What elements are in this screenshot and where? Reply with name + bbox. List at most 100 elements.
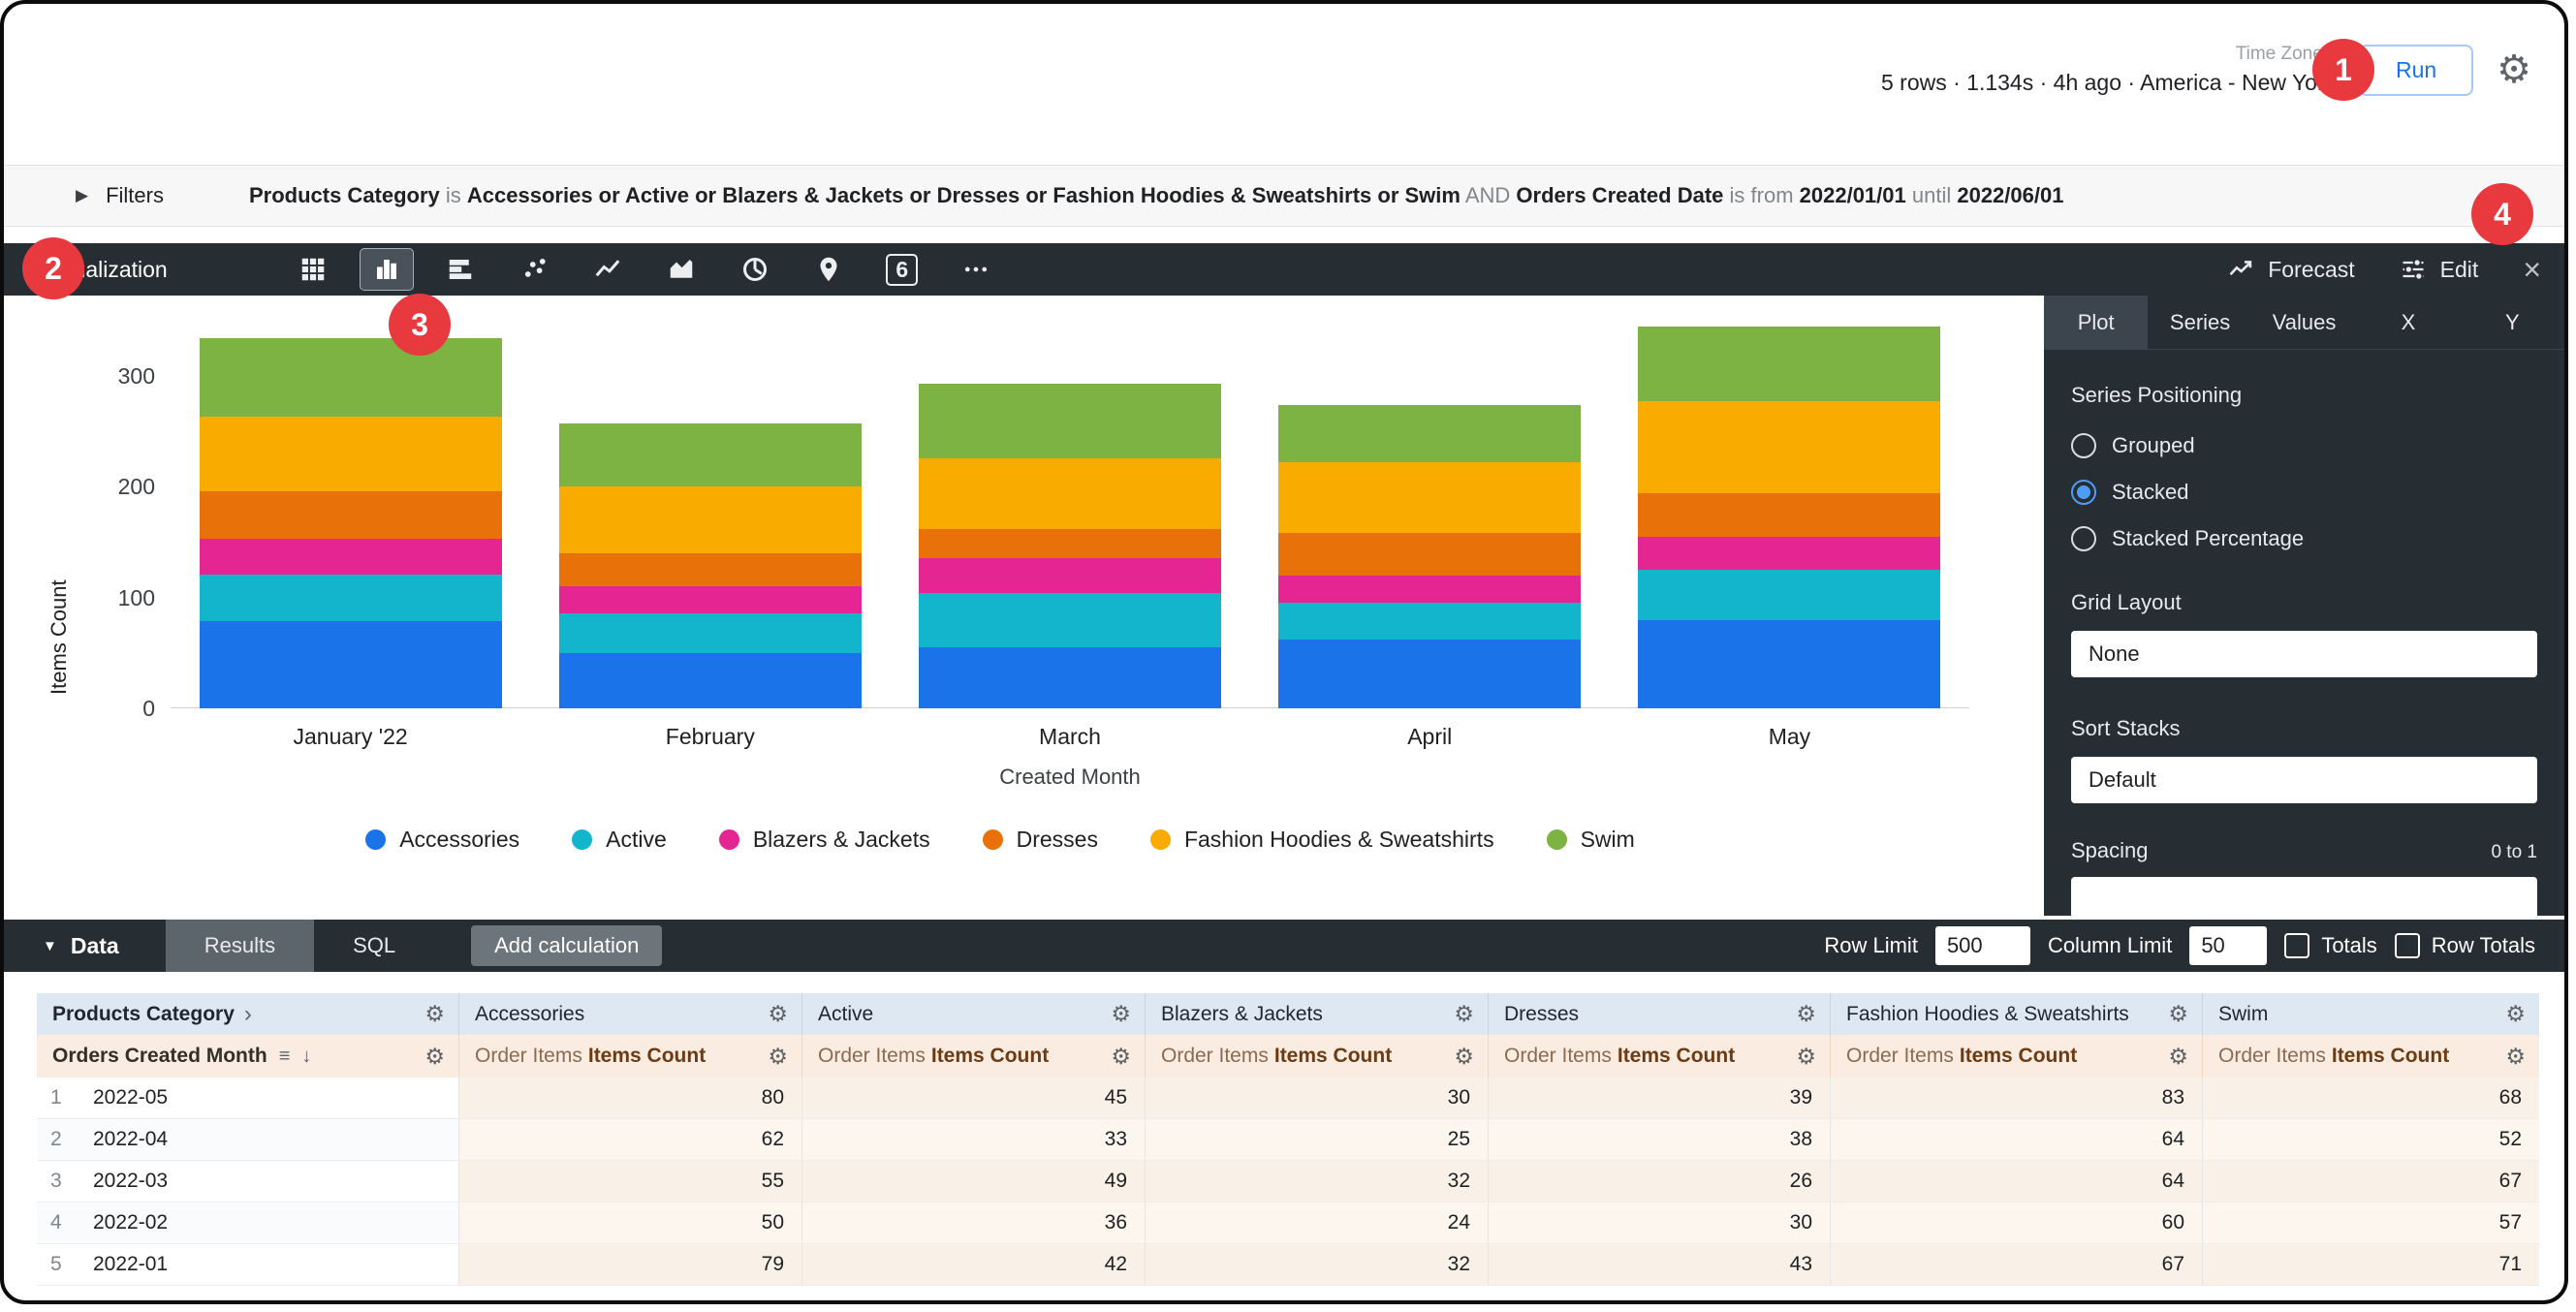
measure-cell[interactable]: 32 [1146, 1161, 1489, 1203]
measure-cell[interactable]: 45 [802, 1078, 1146, 1119]
measure-header-active[interactable]: Order Items Items Count ⚙ [802, 1035, 1146, 1078]
measure-cell[interactable]: 26 [1489, 1161, 1831, 1203]
bar-segment-dresses[interactable] [199, 491, 502, 540]
filters-expand-icon[interactable]: ▶ [76, 186, 89, 204]
column-limit-input[interactable] [2189, 926, 2268, 965]
measure-cell[interactable]: 30 [1489, 1203, 1831, 1244]
bar-segment-fashion-hoodies-sweatshirts[interactable] [199, 417, 502, 492]
radio-stacked[interactable]: Stacked [2071, 480, 2537, 505]
measure-cell[interactable]: 71 [2203, 1244, 2539, 1286]
measure-cell[interactable]: 36 [802, 1203, 1146, 1244]
bar-segment-active[interactable] [199, 574, 502, 621]
gear-icon[interactable]: ⚙ [1796, 1043, 1816, 1069]
bar-segment-fashion-hoodies-sweatshirts[interactable] [919, 457, 1221, 529]
sort-stacks-select[interactable]: Default [2071, 757, 2537, 803]
gear-icon[interactable]: ⚙ [1111, 1001, 1131, 1026]
bar-segment-swim[interactable] [1278, 404, 1582, 463]
bar-segment-blazers-jackets[interactable] [199, 539, 502, 575]
bar-segment-dresses[interactable] [1638, 493, 1941, 537]
measure-header-blazers-jackets[interactable]: Order Items Items Count ⚙ [1146, 1035, 1489, 1078]
measure-cell[interactable]: 80 [459, 1078, 802, 1119]
measure-cell[interactable]: 52 [2203, 1119, 2539, 1161]
measure-cell[interactable]: 38 [1489, 1119, 1831, 1161]
edit-button[interactable]: Edit [2400, 256, 2478, 283]
radio-stacked-percentage[interactable]: Stacked Percentage [2071, 526, 2537, 551]
map-icon[interactable] [801, 248, 856, 291]
radio-grouped[interactable]: Grouped [2071, 433, 2537, 458]
measure-cell[interactable]: 50 [459, 1203, 802, 1244]
subheader-orders-created-month[interactable]: Orders Created Month ≡ ↓ ⚙ [37, 1035, 459, 1078]
time-zone-control[interactable]: Time Zone ▾ [1881, 44, 2336, 65]
measure-cell[interactable]: 32 [1146, 1244, 1489, 1286]
table-icon[interactable] [286, 248, 340, 291]
bar-segment-swim[interactable] [558, 423, 862, 487]
data-section-toggle[interactable]: ▼ Data [43, 933, 119, 959]
bar-segment-accessories[interactable] [199, 620, 502, 708]
bar-chart-icon[interactable] [433, 248, 487, 291]
bar-segment-swim[interactable] [1638, 326, 1941, 402]
legend-item-active[interactable]: Active [572, 827, 667, 853]
bar-segment-blazers-jackets[interactable] [1638, 536, 1941, 571]
measure-header-dresses[interactable]: Order Items Items Count ⚙ [1489, 1035, 1831, 1078]
panel-tab-values[interactable]: Values [2272, 309, 2337, 334]
measure-cell[interactable]: 49 [802, 1161, 1146, 1203]
measure-cell[interactable]: 24 [1146, 1203, 1489, 1244]
measure-cell[interactable]: 39 [1489, 1078, 1831, 1119]
settings-gear-icon[interactable]: ⚙ [2497, 48, 2531, 91]
add-calculation-button[interactable]: Add calculation [471, 925, 663, 966]
data-tab-results[interactable]: Results [165, 920, 315, 972]
filters-title[interactable]: Filters [106, 183, 164, 207]
measure-cell[interactable]: 25 [1146, 1119, 1489, 1161]
bar-segment-active[interactable] [558, 612, 862, 653]
gear-icon[interactable]: ⚙ [768, 1043, 788, 1069]
legend-item-swim[interactable]: Swim [1546, 827, 1635, 853]
measure-header-swim[interactable]: Order Items Items Count ⚙ [2203, 1035, 2539, 1078]
bar-segment-blazers-jackets[interactable] [1278, 575, 1582, 604]
gear-icon[interactable]: ⚙ [1454, 1043, 1474, 1069]
column-header-products-category[interactable]: Products Category › ⚙ [37, 993, 459, 1035]
column-header-active[interactable]: Active ⚙ [802, 993, 1146, 1035]
gear-icon[interactable]: ⚙ [2505, 1001, 2526, 1026]
column-header-accessories[interactable]: Accessories ⚙ [459, 993, 802, 1035]
bar-segment-swim[interactable] [199, 338, 502, 418]
pie-chart-icon[interactable] [728, 248, 782, 291]
gear-icon[interactable]: ⚙ [2168, 1001, 2188, 1026]
forecast-button[interactable]: Forecast [2227, 256, 2355, 283]
measure-cell[interactable]: 42 [802, 1244, 1146, 1286]
gear-icon[interactable]: ⚙ [424, 1001, 445, 1026]
measure-cell[interactable]: 67 [1831, 1244, 2203, 1286]
gear-icon[interactable]: ⚙ [2168, 1043, 2188, 1069]
legend-item-fashion-hoodies-sweatshirts[interactable]: Fashion Hoodies & Sweatshirts [1149, 827, 1494, 853]
gear-icon[interactable]: ⚙ [1111, 1043, 1131, 1069]
close-icon[interactable]: × [2523, 252, 2541, 287]
data-tab-sql[interactable]: SQL [353, 933, 396, 957]
gear-icon[interactable]: ⚙ [768, 1001, 788, 1026]
measure-cell[interactable]: 60 [1831, 1203, 2203, 1244]
column-header-blazers-jackets[interactable]: Blazers & Jackets ⚙ [1146, 993, 1489, 1035]
dimension-cell[interactable]: 2022-04 [78, 1119, 459, 1161]
run-button[interactable]: Run [2359, 44, 2474, 96]
panel-tab-plot[interactable]: Plot [2044, 296, 2149, 349]
column-header-swim[interactable]: Swim ⚙ [2203, 993, 2539, 1035]
bar-segment-dresses[interactable] [919, 528, 1221, 558]
measure-header-fashion-hoodies-sweatshirts[interactable]: Order Items Items Count ⚙ [1831, 1035, 2203, 1078]
measure-cell[interactable]: 64 [1831, 1161, 2203, 1203]
row-limit-input[interactable] [1934, 926, 2030, 965]
panel-tab-y[interactable]: Y [2504, 309, 2520, 334]
bar-segment-dresses[interactable] [558, 553, 862, 587]
bar-segment-fashion-hoodies-sweatshirts[interactable] [1278, 462, 1582, 534]
legend-item-accessories[interactable]: Accessories [365, 827, 519, 853]
bar-segment-accessories[interactable] [558, 652, 862, 708]
bar-segment-accessories[interactable] [1638, 619, 1941, 708]
gear-icon[interactable]: ⚙ [1796, 1001, 1816, 1026]
dimension-cell[interactable]: 2022-03 [78, 1161, 459, 1203]
bar-segment-accessories[interactable] [919, 647, 1221, 708]
column-chart-icon[interactable] [359, 248, 414, 291]
totals-checkbox[interactable] [2284, 933, 2310, 958]
column-header-dresses[interactable]: Dresses ⚙ [1489, 993, 1831, 1035]
measure-cell[interactable]: 43 [1489, 1244, 1831, 1286]
grid-layout-select[interactable]: None [2071, 631, 2537, 677]
panel-tab-x[interactable]: X [2401, 309, 2416, 334]
legend-item-dresses[interactable]: Dresses [982, 827, 1098, 853]
legend-item-blazers-jackets[interactable]: Blazers & Jackets [718, 827, 930, 853]
